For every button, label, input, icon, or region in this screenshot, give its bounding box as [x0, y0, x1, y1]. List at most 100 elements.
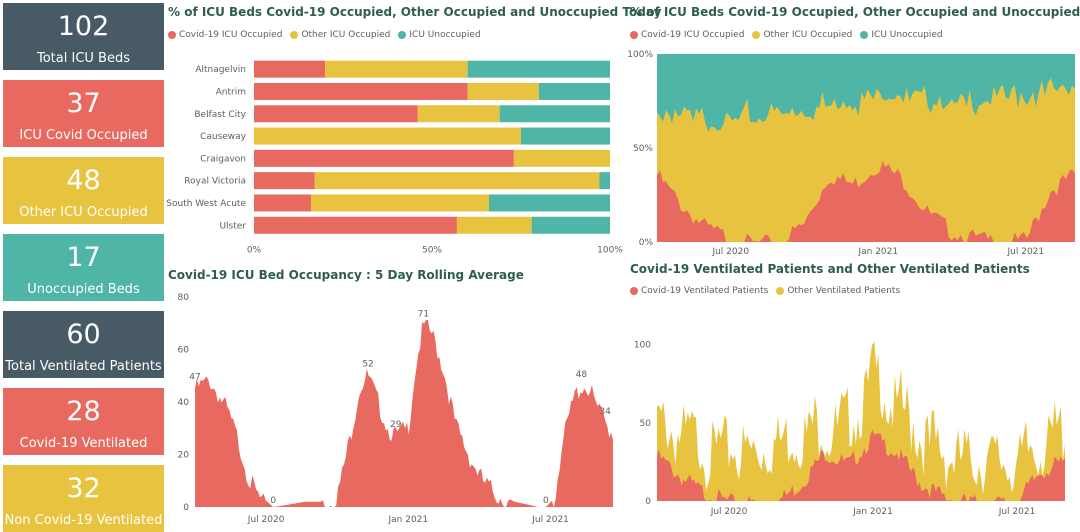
- y-tick-label: 80: [178, 293, 190, 303]
- bar-segment: [254, 127, 521, 145]
- bar-segment: [254, 60, 326, 78]
- data-label: 0: [543, 496, 549, 506]
- y-tick-label: 0%: [639, 238, 654, 248]
- legend-marker: [630, 31, 638, 39]
- y-tick-label: 0: [645, 497, 651, 507]
- category-label: Ulster: [219, 221, 246, 231]
- bar-segment: [599, 172, 610, 190]
- x-tick-label: 0%: [247, 245, 262, 255]
- kpi-value: 48: [66, 165, 101, 196]
- legend-label: Covid-19 Ventilated Patients: [641, 286, 769, 296]
- bar-segment: [310, 194, 489, 212]
- rolling-chart-title: Covid-19 ICU Bed Occupancy : 5 Day Rolli…: [168, 268, 524, 282]
- kpi-value: 17: [66, 242, 101, 273]
- bar-segment: [314, 172, 600, 190]
- x-tick-label: Jul 2020: [247, 515, 285, 525]
- legend-item: Covid-19 ICU Occupied: [630, 30, 744, 40]
- legend-label: ICU Unoccupied: [409, 30, 481, 40]
- data-label: 48: [576, 370, 588, 380]
- kpi-card: 32 Non Covid-19 Ventilated: [3, 465, 164, 532]
- bar-segment: [254, 105, 418, 123]
- category-label: Royal Victoria: [184, 177, 246, 187]
- x-tick-label: Jan 2021: [852, 507, 893, 517]
- kpi-label: Total Ventilated Patients: [5, 359, 162, 374]
- kpi-label: Total ICU Beds: [37, 51, 130, 66]
- kpi-value: 37: [66, 88, 101, 119]
- today-chart-title: % of ICU Beds Covid-19 Occupied, Other O…: [168, 5, 662, 19]
- bar-segment: [467, 82, 539, 100]
- kpi-label: Non Covid-19 Ventilated: [4, 513, 163, 528]
- other-occupied-area: [657, 78, 1075, 242]
- vent-chart-legend: Covid-19 Ventilated Patients Other Ventil…: [630, 286, 906, 296]
- covid-ventilated-area: [657, 429, 1065, 501]
- x-tick-label: Jul 2020: [711, 247, 749, 257]
- legend-item: Other ICU Occupied: [752, 30, 852, 40]
- category-label: Causeway: [200, 132, 247, 142]
- legend-item: Other ICU Occupied: [290, 30, 390, 40]
- y-tick-label: 60: [178, 346, 190, 356]
- x-tick-label: 50%: [422, 245, 442, 255]
- kpi-card: 28 Covid-19 Ventilated: [3, 388, 164, 455]
- bar-segment: [254, 82, 468, 100]
- kpi-label: Other ICU Occupied: [19, 205, 148, 220]
- vent-chart-title: Covid-19 Ventilated Patients and Other V…: [630, 262, 1030, 276]
- kpi-label: Unoccupied Beds: [27, 282, 140, 297]
- legend-item: ICU Unoccupied: [398, 30, 481, 40]
- bar-segment: [254, 149, 514, 167]
- bar-segment: [254, 172, 315, 190]
- category-label: Belfast City: [194, 110, 246, 120]
- covid-occupied-area: [657, 161, 1075, 242]
- legend-label: Covid-19 ICU Occupied: [641, 30, 745, 40]
- bar-segment: [254, 216, 457, 234]
- kpi-label: Covid-19 Ventilated: [19, 436, 148, 451]
- kpi-value: 102: [57, 11, 110, 42]
- legend-marker: [630, 287, 638, 295]
- kpi-value: 28: [66, 396, 101, 427]
- data-label: 47: [189, 373, 200, 383]
- kpi-card: 60 Total Ventilated Patients: [3, 311, 164, 378]
- y-tick-label: 40: [178, 398, 190, 408]
- legend-item: Covid-19 Ventilated Patients: [630, 286, 768, 296]
- category-label: South West Acute: [166, 199, 246, 209]
- legend-label: Other Ventilated Patients: [787, 286, 901, 296]
- category-label: Craigavon: [200, 154, 246, 164]
- y-tick-label: 50: [640, 419, 652, 429]
- bar-segment: [513, 149, 610, 167]
- other-ventilated-area: [657, 341, 1065, 501]
- legend-label: Covid-19 ICU Occupied: [179, 30, 283, 40]
- bar-segment: [254, 194, 311, 212]
- rolling-average-area: [195, 319, 613, 507]
- data-label: 29: [390, 420, 402, 430]
- x-tick-label: Jul 2021: [998, 507, 1036, 517]
- today-bar-chart: Altnagelvin Antrim Belfast City Causeway Cra…: [166, 60, 623, 255]
- legend-item: ICU Unoccupied: [860, 30, 943, 40]
- category-label: Altnagelvin: [195, 65, 246, 75]
- x-tick-label: 100%: [597, 245, 623, 255]
- kpi-card: 102 Total ICU Beds: [3, 3, 164, 70]
- data-label: 52: [362, 360, 373, 370]
- legend-item: Other Ventilated Patients: [776, 286, 900, 296]
- kpi-card: 37 ICU Covid Occupied: [3, 80, 164, 147]
- bar-segment: [538, 82, 610, 100]
- y-tick-label: 100: [634, 341, 651, 351]
- legend-marker: [752, 31, 761, 39]
- legend-item: Covid-19 ICU Occupied: [168, 30, 282, 40]
- x-tick-label: Jul 2021: [531, 515, 569, 525]
- x-tick-label: Jan 2021: [857, 247, 898, 257]
- data-label: 34: [599, 407, 611, 417]
- kpi-value: 32: [66, 473, 101, 504]
- legend-label: ICU Unoccupied: [871, 30, 943, 40]
- category-label: Antrim: [216, 87, 246, 97]
- kpi-card: 17 Unoccupied Beds: [3, 234, 164, 301]
- legend-marker: [776, 287, 785, 295]
- bar-segment: [417, 105, 500, 123]
- kpi-label: ICU Covid Occupied: [19, 128, 148, 143]
- trend-chart-legend: Covid-19 ICU Occupied Other ICU Occupied I…: [630, 30, 949, 40]
- x-tick-label: Jan 2021: [388, 515, 429, 525]
- x-tick-label: Jul 2020: [710, 507, 748, 517]
- legend-label: Other ICU Occupied: [301, 30, 391, 40]
- y-tick-label: 50%: [633, 144, 653, 154]
- bar-segment: [325, 60, 468, 78]
- y-tick-label: 20: [178, 451, 190, 461]
- bar-segment: [456, 216, 532, 234]
